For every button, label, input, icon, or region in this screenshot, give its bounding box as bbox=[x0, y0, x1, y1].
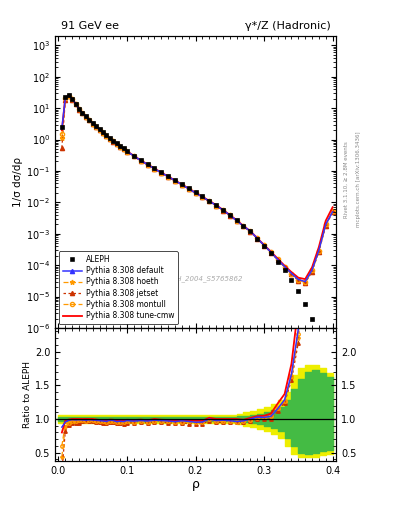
Y-axis label: Ratio to ALEPH: Ratio to ALEPH bbox=[23, 361, 32, 428]
Text: mcplots.cern.ch [arXiv:1306.3436]: mcplots.cern.ch [arXiv:1306.3436] bbox=[356, 132, 361, 227]
Text: γ*/Z (Hadronic): γ*/Z (Hadronic) bbox=[245, 22, 331, 31]
Text: 91 GeV ee: 91 GeV ee bbox=[61, 22, 119, 31]
Legend: ALEPH, Pythia 8.308 default, Pythia 8.308 hoeth, Pythia 8.308 jetset, Pythia 8.3: ALEPH, Pythia 8.308 default, Pythia 8.30… bbox=[59, 251, 178, 324]
Text: Rivet 3.1.10, ≥ 2.8M events: Rivet 3.1.10, ≥ 2.8M events bbox=[344, 141, 349, 218]
Y-axis label: 1/σ dσ/dρ: 1/σ dσ/dρ bbox=[13, 157, 23, 207]
X-axis label: ρ: ρ bbox=[191, 478, 200, 492]
Text: ALEPH_2004_S5765862: ALEPH_2004_S5765862 bbox=[160, 275, 243, 282]
